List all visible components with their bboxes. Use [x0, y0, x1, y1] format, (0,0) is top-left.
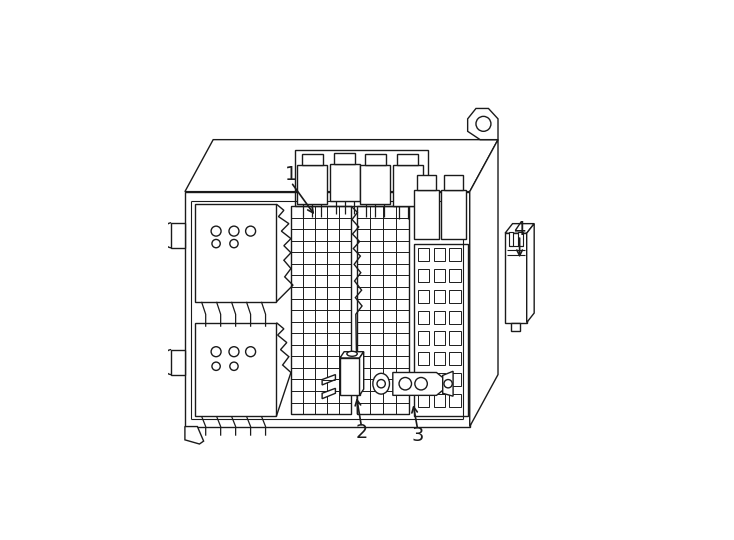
- Polygon shape: [171, 223, 185, 248]
- Bar: [449, 373, 461, 386]
- Polygon shape: [195, 204, 277, 302]
- Polygon shape: [440, 190, 466, 239]
- Polygon shape: [302, 154, 323, 165]
- Bar: [434, 352, 446, 366]
- Polygon shape: [360, 352, 364, 395]
- Circle shape: [212, 239, 220, 248]
- Bar: [418, 248, 429, 261]
- Bar: [418, 332, 429, 345]
- Bar: [418, 373, 429, 386]
- Polygon shape: [322, 388, 335, 399]
- Polygon shape: [322, 375, 335, 385]
- Ellipse shape: [347, 352, 357, 356]
- Polygon shape: [185, 192, 470, 427]
- Polygon shape: [413, 244, 468, 416]
- Polygon shape: [518, 232, 523, 246]
- Polygon shape: [509, 232, 513, 246]
- Polygon shape: [505, 224, 534, 233]
- Polygon shape: [417, 175, 436, 190]
- Polygon shape: [444, 175, 463, 190]
- Polygon shape: [470, 140, 498, 427]
- Circle shape: [246, 226, 255, 236]
- Polygon shape: [185, 140, 498, 192]
- Bar: [434, 290, 446, 303]
- Bar: [449, 332, 461, 345]
- Polygon shape: [171, 349, 185, 375]
- Polygon shape: [185, 427, 203, 444]
- Polygon shape: [393, 165, 423, 206]
- Circle shape: [230, 362, 238, 370]
- Polygon shape: [393, 373, 443, 395]
- Circle shape: [399, 377, 412, 390]
- Bar: [434, 310, 446, 324]
- Circle shape: [230, 239, 238, 248]
- Circle shape: [377, 380, 385, 388]
- Circle shape: [211, 347, 221, 357]
- Bar: [449, 394, 461, 407]
- Circle shape: [229, 347, 239, 357]
- Text: 3: 3: [412, 426, 424, 445]
- Bar: [434, 373, 446, 386]
- Bar: [418, 310, 429, 324]
- Polygon shape: [330, 164, 360, 201]
- Circle shape: [229, 226, 239, 236]
- Polygon shape: [365, 154, 386, 165]
- Bar: [434, 332, 446, 345]
- Polygon shape: [340, 352, 364, 358]
- Circle shape: [246, 347, 255, 357]
- Bar: [449, 310, 461, 324]
- Bar: [434, 394, 446, 407]
- Bar: [449, 290, 461, 303]
- Polygon shape: [360, 165, 390, 204]
- Bar: [449, 248, 461, 261]
- Polygon shape: [443, 371, 453, 396]
- Circle shape: [415, 377, 427, 390]
- Polygon shape: [468, 109, 498, 140]
- Polygon shape: [334, 153, 355, 164]
- Text: 4: 4: [514, 220, 526, 239]
- Circle shape: [212, 362, 220, 370]
- Bar: [418, 290, 429, 303]
- Circle shape: [211, 226, 221, 236]
- Polygon shape: [397, 154, 418, 165]
- Polygon shape: [505, 233, 527, 322]
- Text: 2: 2: [355, 423, 368, 442]
- Bar: [434, 248, 446, 261]
- Polygon shape: [195, 322, 277, 416]
- Bar: [449, 352, 461, 366]
- Polygon shape: [527, 224, 534, 322]
- Polygon shape: [297, 165, 327, 204]
- Bar: [418, 352, 429, 366]
- Text: 1: 1: [285, 165, 297, 185]
- Polygon shape: [512, 322, 520, 331]
- Polygon shape: [413, 190, 440, 239]
- Circle shape: [476, 116, 491, 131]
- Bar: [418, 269, 429, 282]
- Bar: [434, 269, 446, 282]
- Bar: [418, 394, 429, 407]
- Bar: [449, 269, 461, 282]
- Ellipse shape: [373, 373, 390, 394]
- Polygon shape: [340, 358, 360, 395]
- Circle shape: [444, 380, 452, 388]
